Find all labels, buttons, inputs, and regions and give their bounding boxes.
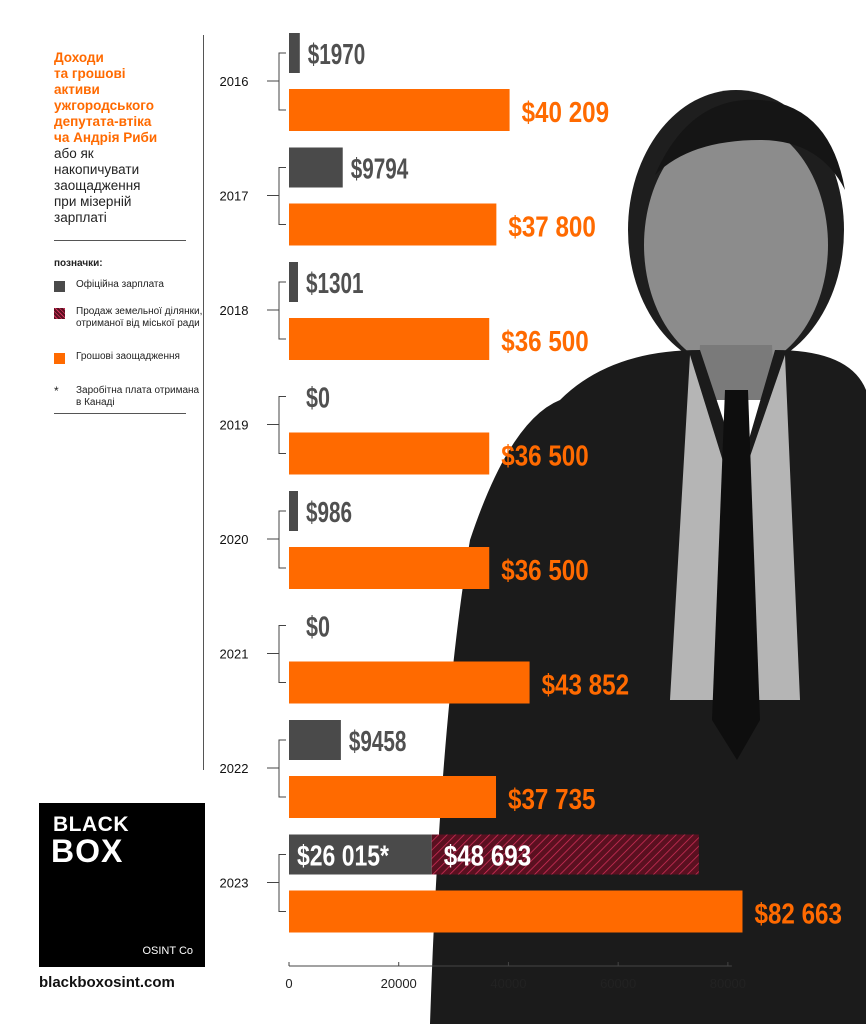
savings-bar	[289, 661, 530, 704]
group-bracket	[267, 510, 286, 569]
group-bracket	[267, 854, 286, 912]
salary-value-label: $1970	[308, 39, 366, 71]
salary-bar	[289, 834, 432, 875]
title-line: Доходи	[54, 50, 104, 65]
subtitle: або як накопичувати заощадження при мізе…	[54, 146, 194, 226]
group-bracket	[267, 52, 286, 111]
legend-swatch-land	[54, 308, 65, 319]
savings-bar	[289, 776, 497, 818]
title-block: Доходи та грошові активи ужгородського д…	[54, 50, 194, 226]
title-line: депутата-втіка	[54, 114, 152, 129]
legend-label: Офіційна зарплата	[76, 279, 164, 290]
x-tick-label: 40000	[490, 976, 526, 991]
title-line: ча Андрія Риби	[54, 130, 158, 145]
savings-bar	[289, 89, 510, 131]
year-label: 2019	[220, 418, 249, 433]
year-label: 2017	[220, 189, 249, 204]
savings-bar	[289, 318, 490, 360]
year-label: 2022	[220, 761, 249, 776]
blackbox-logo: BLACK BOX OSINT Co	[39, 803, 205, 967]
savings-value-label: $40 209	[522, 97, 610, 129]
savings-value-label: $36 500	[501, 441, 589, 473]
subtitle-line: або як	[54, 146, 94, 161]
salary-bar	[289, 33, 300, 73]
salary-value-label: $0	[306, 383, 330, 415]
subtitle-line: заощадження	[54, 178, 141, 193]
year-label: 2018	[220, 303, 249, 318]
savings-value-label: $36 500	[501, 326, 589, 358]
logo-text: BOX	[51, 833, 124, 869]
salary-bar	[289, 491, 298, 531]
vertical-separator	[203, 35, 204, 770]
year-label: 2023	[220, 876, 249, 891]
salary-bar	[289, 262, 298, 302]
year-label: 2016	[220, 74, 249, 89]
x-tick-label: 80000	[710, 976, 746, 991]
salary-value-label: $26 015*	[297, 841, 390, 873]
x-tick-label: 20000	[381, 976, 417, 991]
subtitle-line: при мізерній	[54, 194, 132, 209]
salary-bar	[289, 147, 343, 188]
group-bracket	[267, 281, 286, 340]
salary-value-label: $986	[306, 497, 352, 529]
savings-value-label: $36 500	[501, 555, 589, 587]
legend-label: Грошові заощадження	[76, 351, 180, 362]
title-line: та грошові	[54, 66, 126, 81]
logo-text: BLACK	[53, 813, 129, 836]
legend-title: позначки:	[54, 258, 103, 269]
savings-bar	[289, 547, 490, 589]
land-sale-value-label: $48 693	[444, 841, 531, 873]
divider	[54, 413, 186, 414]
legend-swatch-savings	[54, 353, 65, 364]
site-url: blackboxosint.com	[39, 974, 175, 991]
title-accent: Доходи та грошові активи ужгородського д…	[54, 50, 194, 146]
asterisk-mark: *	[54, 384, 59, 398]
salary-value-label: $0	[306, 612, 330, 644]
savings-value-label: $37 735	[508, 784, 596, 816]
group-bracket	[267, 739, 286, 798]
group-bracket	[267, 625, 286, 683]
subtitle-line: накопичувати	[54, 162, 140, 177]
x-tick-label: 0	[285, 976, 292, 991]
year-label: 2020	[220, 532, 249, 547]
savings-value-label: $82 663	[754, 899, 842, 931]
title-line: активи	[54, 82, 100, 97]
logo-subtitle: OSINT Co	[142, 945, 193, 957]
salary-value-label: $9794	[351, 154, 409, 186]
group-bracket	[267, 396, 286, 454]
legend-swatch-salary	[54, 281, 65, 292]
salary-value-label: $9458	[349, 726, 407, 758]
savings-value-label: $43 852	[542, 670, 630, 702]
group-bracket	[267, 167, 286, 225]
savings-bar	[289, 890, 743, 933]
x-tick-label: 60000	[600, 976, 636, 991]
savings-bar	[289, 203, 497, 246]
salary-value-label: $1301	[306, 268, 364, 300]
savings-bar	[289, 432, 490, 475]
legend-label: Продаж земельної ділянки, отриманої від …	[76, 306, 203, 329]
savings-value-label: $37 800	[508, 212, 596, 244]
year-label: 2021	[220, 647, 249, 662]
land-sale-bar	[431, 834, 699, 875]
divider	[54, 240, 186, 241]
title-line: ужгородського	[54, 98, 154, 113]
salary-bar	[289, 720, 341, 760]
subtitle-line: зарплаті	[54, 210, 107, 225]
legend-label: Заробітна плата отримана в Канаді	[76, 385, 200, 408]
